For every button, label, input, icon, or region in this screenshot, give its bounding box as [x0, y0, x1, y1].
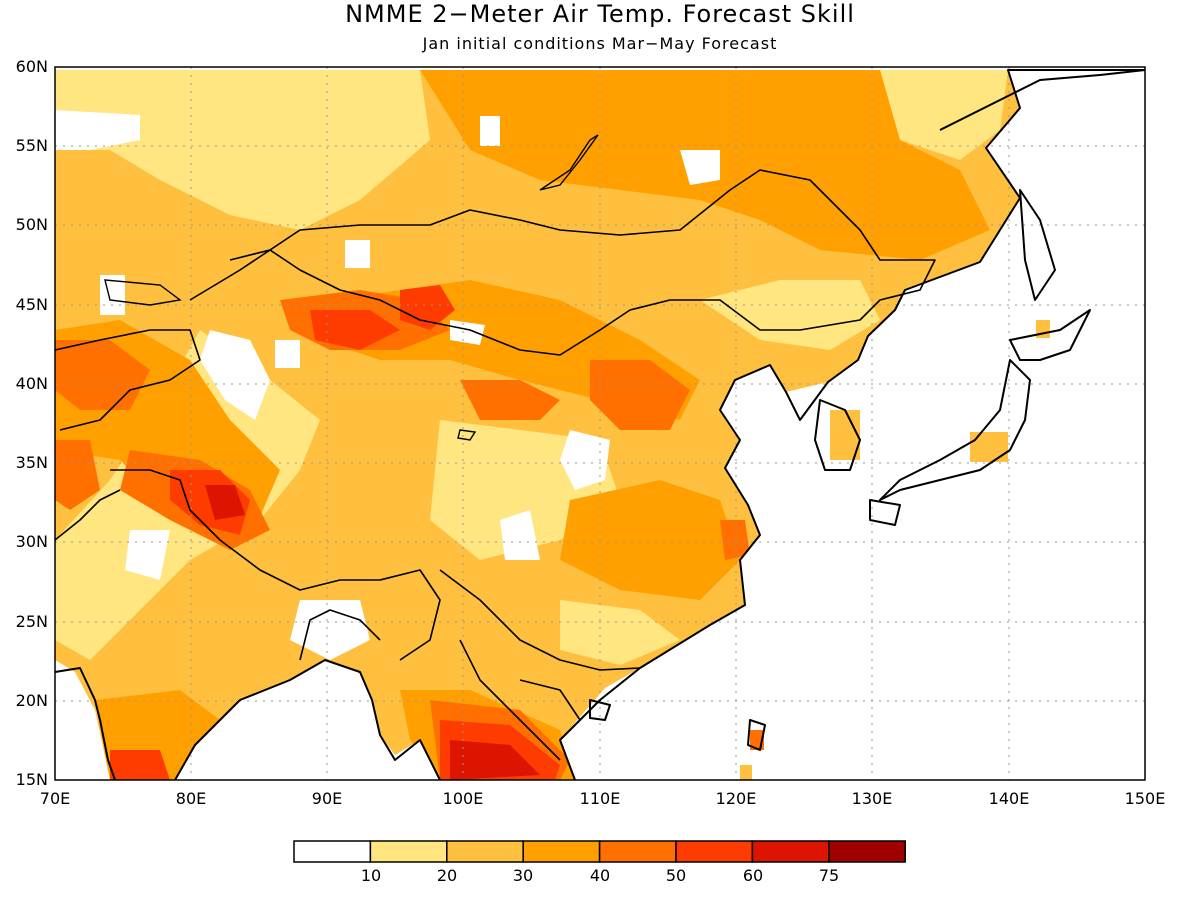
colorbar-swatch	[369, 840, 448, 863]
map-subtitle: Jan initial conditions Mar−May Forecast	[422, 34, 778, 53]
colorbar	[293, 840, 906, 863]
colorbar-tick-label: 50	[665, 866, 687, 885]
lat-label: 45N	[15, 295, 48, 314]
philippines-skill-patch	[740, 765, 752, 780]
lat-label: 25N	[15, 612, 48, 631]
lat-label: 35N	[15, 453, 48, 472]
lat-label: 50N	[15, 215, 48, 234]
lat-label: 60N	[15, 57, 48, 76]
japan-skill-patch	[970, 432, 1008, 462]
korea-skill-patch	[830, 410, 860, 460]
lon-label: 110E	[579, 789, 621, 808]
colorbar-swatch	[446, 840, 524, 863]
colorbar-swatch	[828, 840, 906, 863]
lon-label: 70E	[39, 789, 71, 808]
lon-label: 130E	[851, 789, 893, 808]
colorbar-swatch	[522, 840, 601, 863]
lon-label: 100E	[442, 789, 484, 808]
lat-label: 55N	[15, 136, 48, 155]
colorbar-tick-label: 75	[818, 866, 840, 885]
colorbar-tick-label: 20	[436, 866, 458, 885]
colorbar-swatch	[598, 840, 677, 863]
colorbar-tick-label: 60	[742, 866, 764, 885]
lat-label: 15N	[15, 770, 48, 789]
lon-label: 120E	[715, 789, 757, 808]
map-frame	[54, 66, 1146, 781]
lat-label: 30N	[15, 532, 48, 551]
colorbar-swatch	[751, 840, 830, 863]
lat-label: 20N	[15, 691, 48, 710]
country-borders	[54, 169, 936, 761]
lat-label: 40N	[15, 374, 48, 393]
map-title: NMME 2−Meter Air Temp. Forecast Skill	[345, 0, 855, 28]
colorbar-tick-label: 40	[589, 866, 611, 885]
lon-label: 80E	[175, 789, 207, 808]
colorbar-tick-label: 10	[360, 866, 382, 885]
lakes	[104, 134, 599, 441]
colorbar-swatch	[293, 840, 372, 863]
lon-label: 150E	[1124, 789, 1166, 808]
lon-label: 140E	[988, 789, 1030, 808]
colorbar-tick-label: 30	[512, 866, 534, 885]
colorbar-swatch	[675, 840, 754, 863]
coastlines	[54, 69, 1146, 781]
lon-label: 90E	[311, 789, 343, 808]
